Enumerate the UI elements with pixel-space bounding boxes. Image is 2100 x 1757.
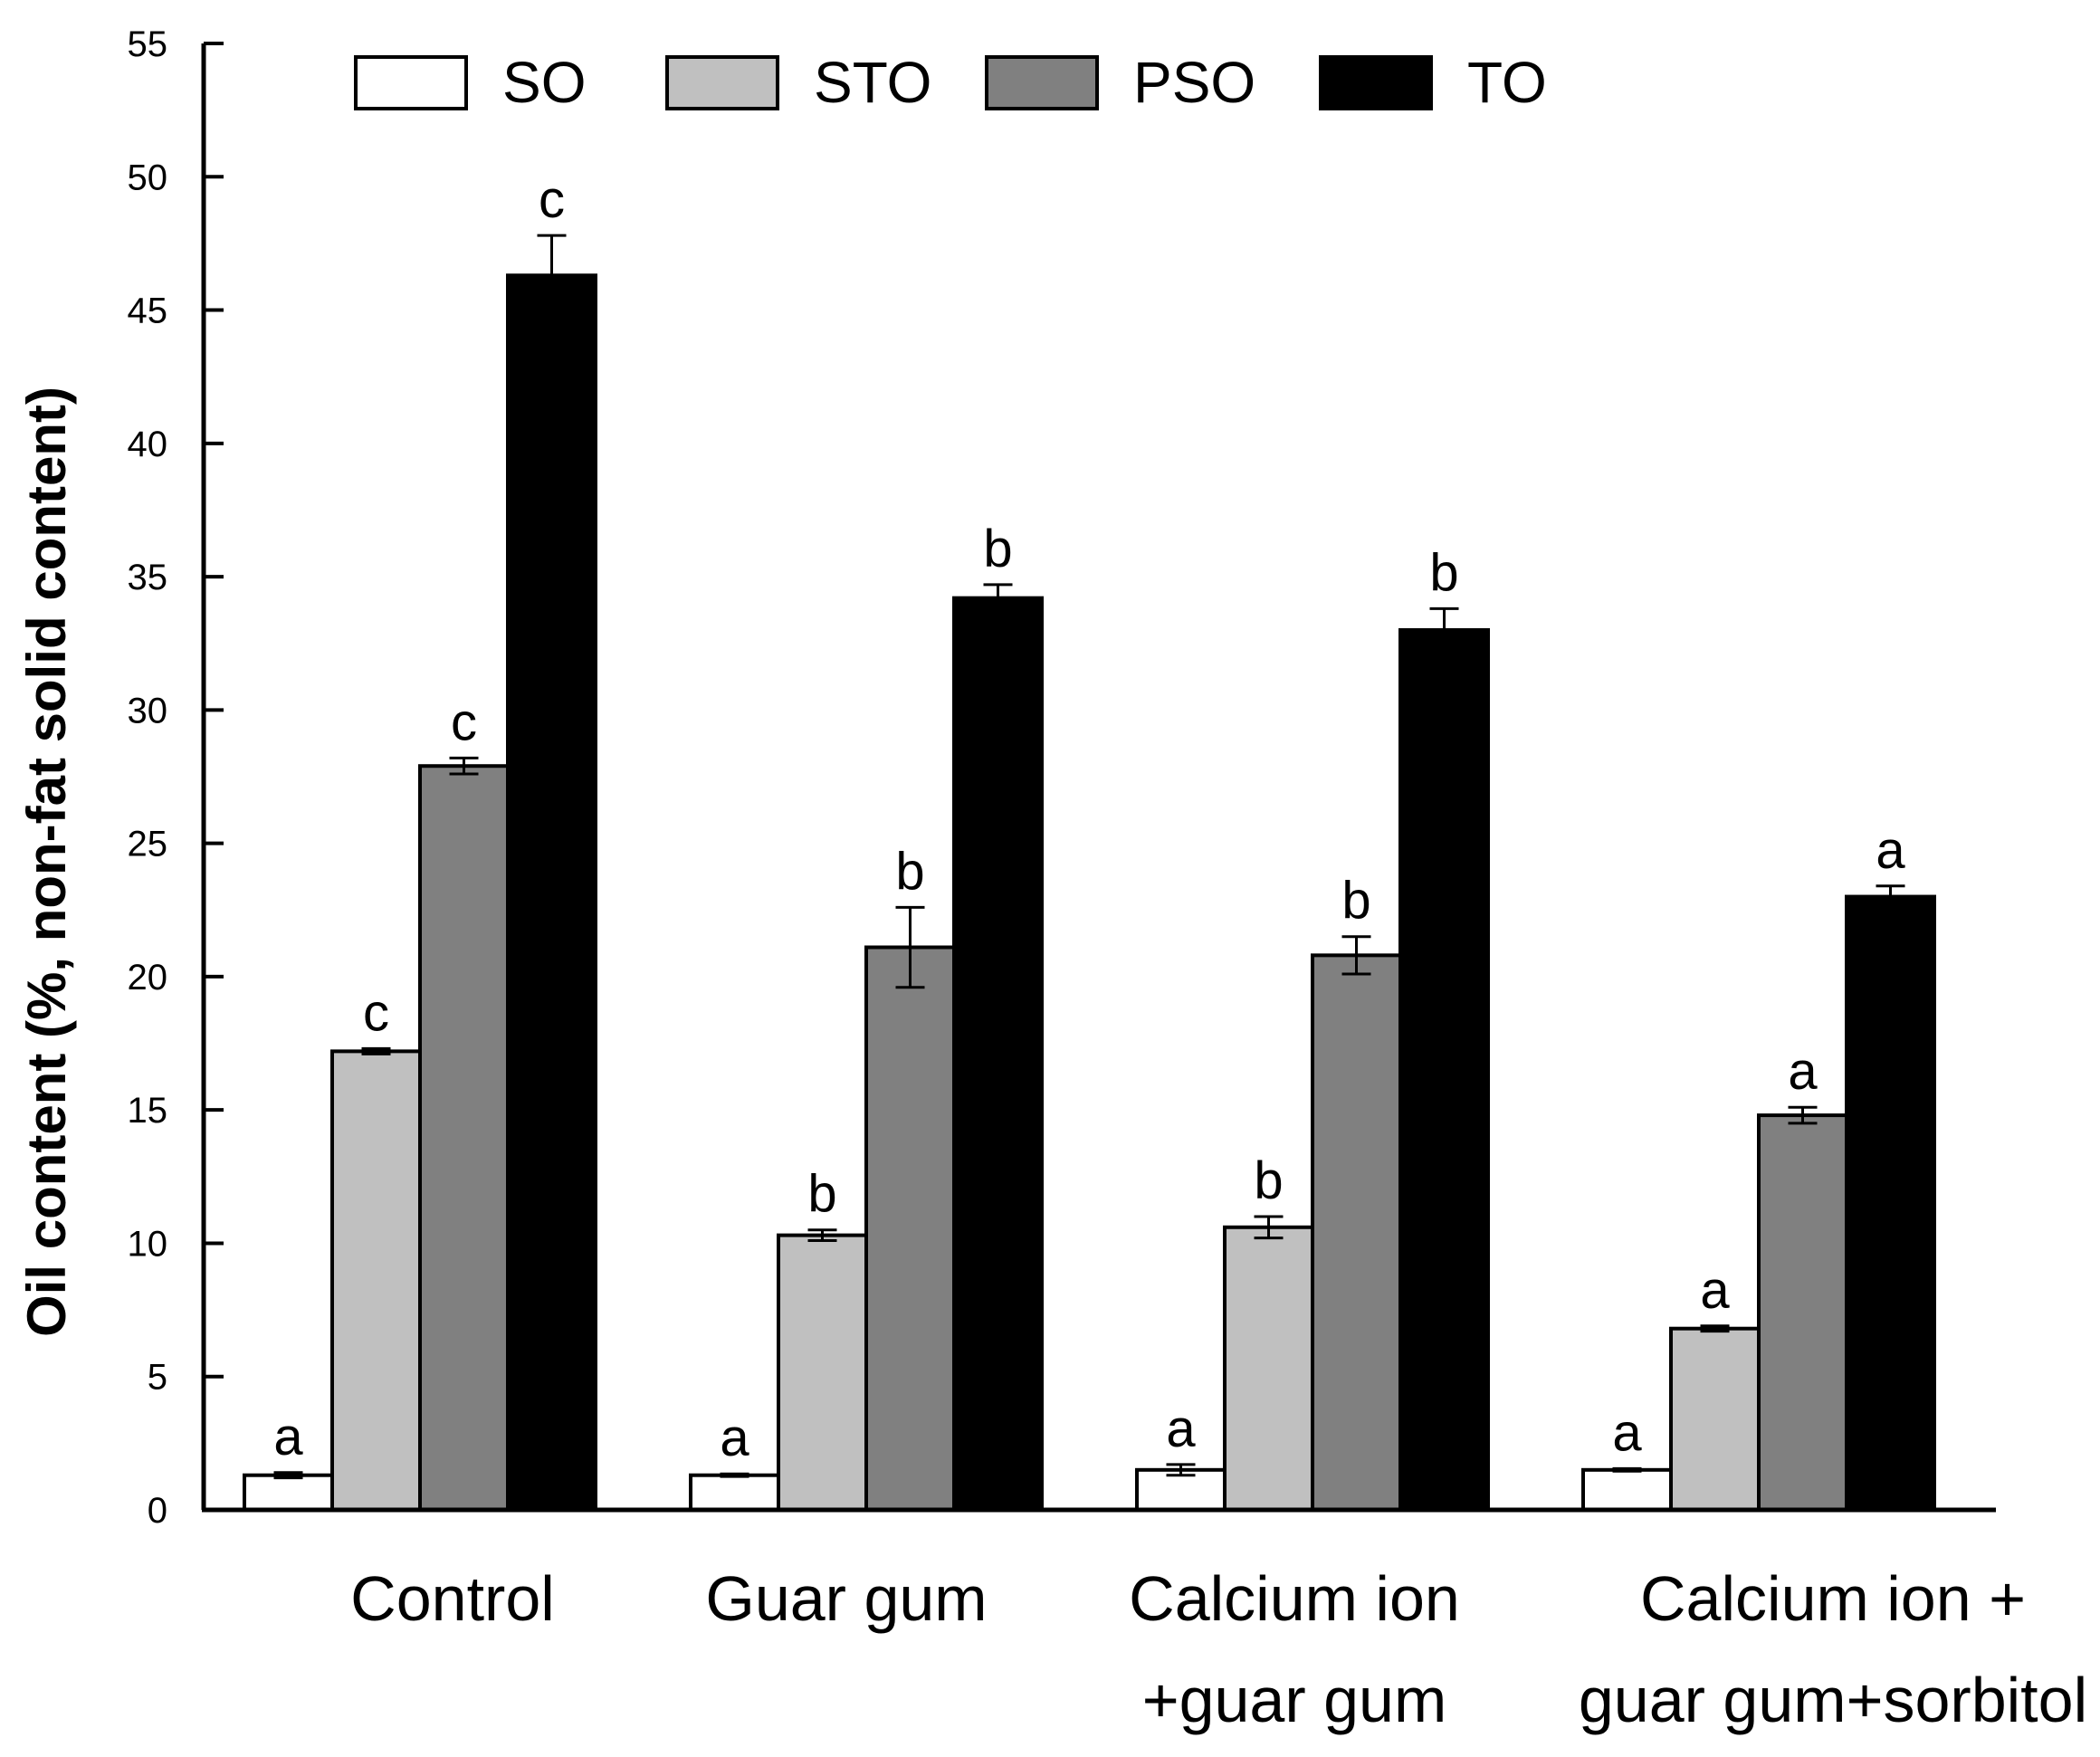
bar-so	[1581, 1467, 1673, 1513]
x-category-label: guar gum+sorbitol	[1579, 1665, 2087, 1735]
x-axis-categories: Control Guar gum Calcium ion +guar gum Calci…	[350, 1563, 2087, 1735]
x-category-label: Control	[350, 1563, 555, 1634]
bar-sto	[330, 1049, 422, 1513]
legend-swatch-so	[354, 55, 468, 110]
significance-letter: c	[363, 983, 389, 1042]
y-tick-label: 0	[148, 1491, 167, 1531]
legend-label-pso: PSO	[1133, 50, 1255, 115]
bar-pso	[864, 945, 956, 1512]
significance-letter: a	[1166, 1399, 1196, 1458]
bar-to	[952, 596, 1044, 1512]
significance-letter: b	[983, 520, 1012, 578]
bar-series: a c c c a b b b a b b b a a a a	[243, 170, 1936, 1513]
significance-letter: a	[720, 1408, 749, 1467]
y-tick-label: 10	[128, 1224, 168, 1264]
significance-letter: b	[807, 1165, 836, 1224]
y-tick-label: 20	[128, 958, 168, 998]
bar-so	[689, 1473, 780, 1513]
significance-letter: b	[1341, 872, 1370, 931]
y-axis-ticks: 0 5 10 15 20 25 30 35 40 45 50 55	[128, 24, 224, 1531]
significance-letter: b	[1429, 543, 1458, 602]
legend-swatch-to	[1319, 55, 1433, 110]
bar-pso	[1757, 1113, 1848, 1513]
significance-letter: a	[1788, 1042, 1818, 1101]
legend-label-so: SO	[502, 50, 586, 115]
significance-letter: b	[895, 842, 924, 901]
bar-sto	[777, 1233, 868, 1512]
legend-label-to: TO	[1467, 50, 1547, 115]
bar-pso	[1311, 953, 1402, 1512]
bar-sto	[1669, 1326, 1761, 1513]
y-axis-title: Oil content (%, non-fat solid content)	[16, 387, 77, 1337]
bar-sto	[1223, 1225, 1314, 1513]
y-tick-label: 15	[128, 1091, 168, 1131]
significance-letter: a	[273, 1408, 303, 1466]
y-tick-label: 30	[128, 691, 168, 730]
bar-to	[506, 273, 597, 1513]
y-tick-label: 50	[128, 158, 168, 197]
y-tick-label: 45	[128, 291, 168, 331]
bar-so	[243, 1473, 334, 1513]
legend-swatch-sto	[665, 55, 779, 110]
significance-letter: c	[539, 170, 565, 229]
y-tick-label: 55	[128, 24, 168, 64]
bar-pso	[418, 764, 510, 1512]
x-category-label: Calcium ion	[1129, 1563, 1460, 1634]
significance-letter: a	[1876, 821, 1905, 880]
x-category-label: Guar gum	[705, 1563, 987, 1634]
y-tick-label: 35	[128, 558, 168, 597]
bar-to	[1845, 894, 1936, 1512]
y-tick-label: 40	[128, 425, 168, 464]
y-tick-label: 25	[128, 825, 168, 864]
y-tick-label: 5	[148, 1358, 167, 1398]
x-category-label: Calcium ion +	[1640, 1563, 2026, 1634]
significance-letter: b	[1254, 1151, 1283, 1210]
legend-label-sto: STO	[814, 50, 931, 115]
legend-swatch-pso	[985, 55, 1099, 110]
significance-letter: a	[1700, 1261, 1730, 1320]
significance-letter: a	[1612, 1403, 1642, 1462]
x-category-label: +guar gum	[1142, 1665, 1447, 1735]
legend: SO STO PSO TO	[354, 50, 1547, 115]
bar-to	[1398, 628, 1490, 1512]
significance-letter: c	[451, 692, 477, 751]
